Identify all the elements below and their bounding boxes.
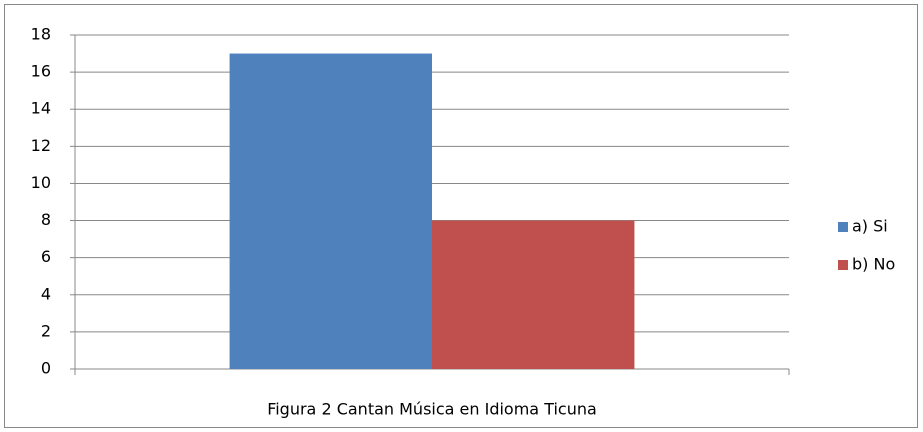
y-tick-label: 4 (41, 284, 51, 303)
chart-title: Figura 2 Cantan Música en Idioma Ticuna (267, 400, 597, 419)
legend-label: b) No (852, 255, 895, 274)
legend-label: a) Si (852, 217, 888, 236)
y-tick-label: 8 (41, 210, 51, 229)
y-tick-label: 18 (31, 25, 51, 44)
y-tick-label: 2 (41, 321, 51, 340)
legend-swatch (838, 222, 848, 232)
bar (229, 53, 432, 370)
y-tick-label: 0 (41, 359, 51, 378)
y-tick-label: 6 (41, 247, 51, 266)
y-tick-label: 16 (31, 62, 51, 81)
y-tick-label: 12 (31, 136, 51, 155)
y-tick-label: 14 (31, 99, 51, 118)
bar (432, 220, 635, 369)
legend-swatch (838, 260, 848, 270)
y-tick-label: 10 (31, 173, 51, 192)
